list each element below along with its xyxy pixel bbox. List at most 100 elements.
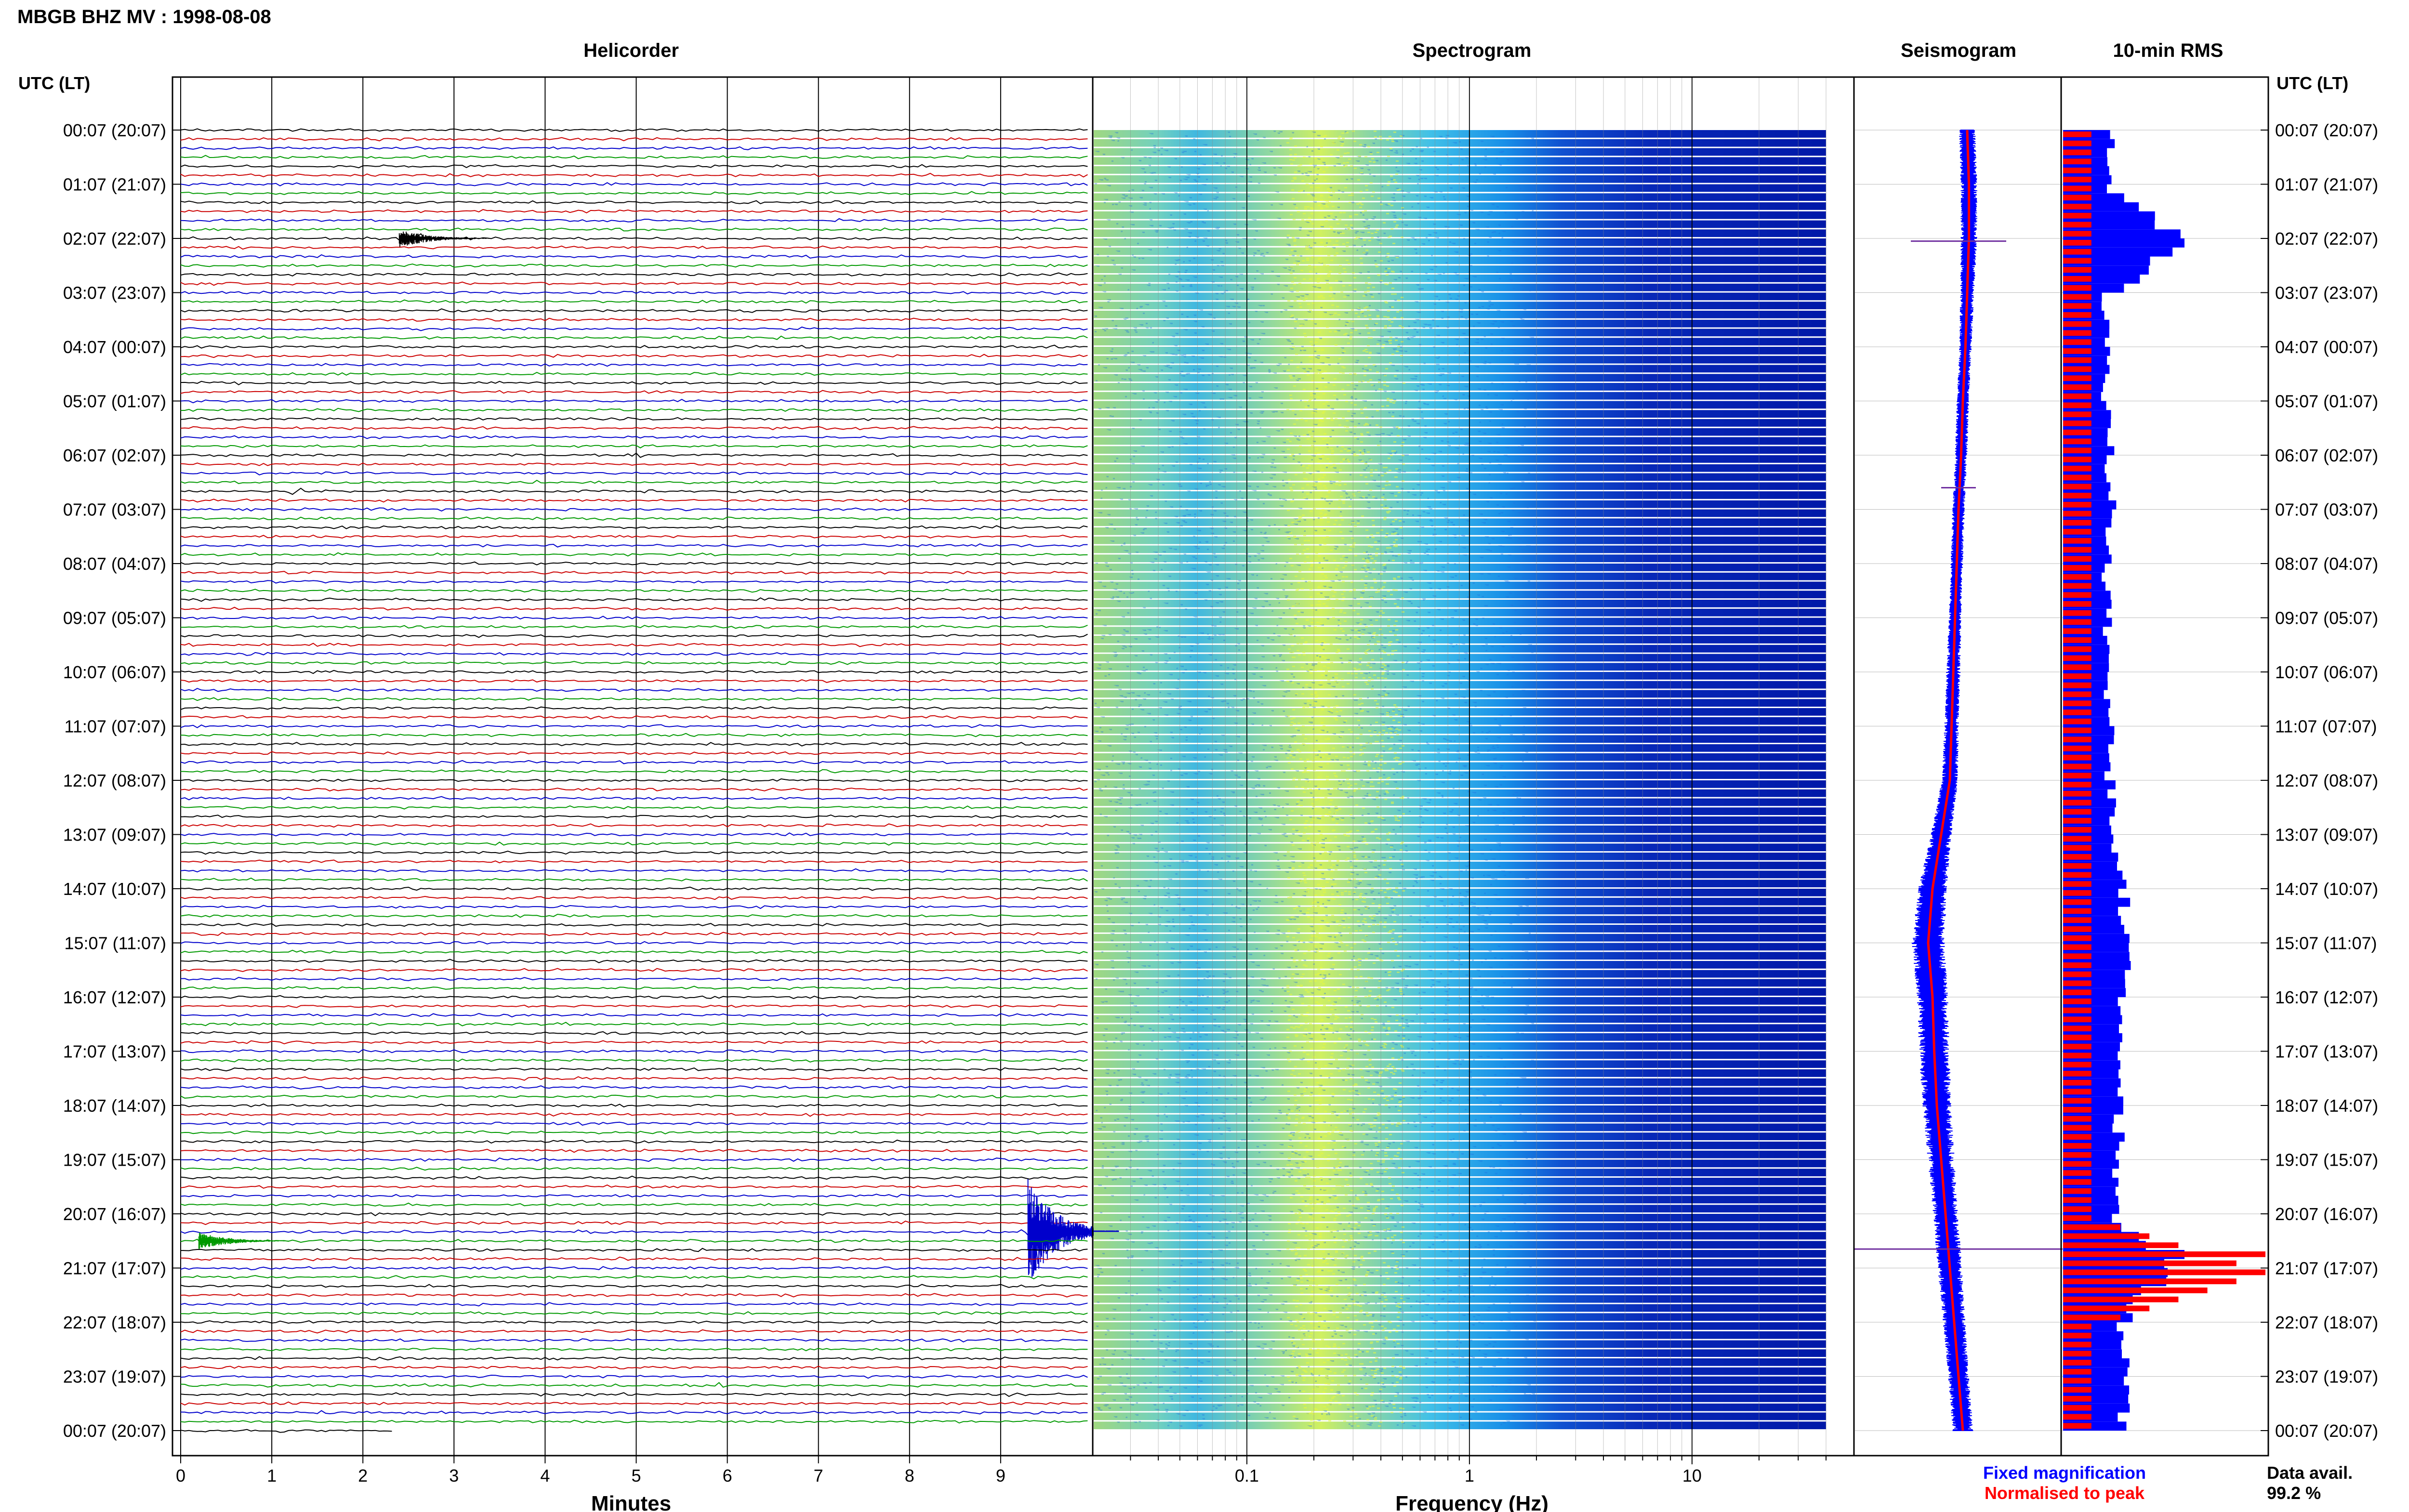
helicorder-trace — [180, 589, 1088, 593]
time-tick-label-left: 13:07 (09:07) — [63, 825, 166, 845]
rms-bar-normalised — [2063, 790, 2091, 797]
helicorder-trace — [180, 1392, 1088, 1397]
spectrogram-row — [1094, 175, 1826, 183]
rms-bar-normalised — [2063, 935, 2091, 941]
helicorder-trace — [181, 1311, 1088, 1315]
helicorder-trace — [180, 1401, 1088, 1406]
helicorder-trace — [180, 146, 1088, 150]
rms-panel — [2062, 130, 2267, 1431]
rms-bar-normalised — [2063, 547, 2091, 553]
time-tick-label-right: 06:07 (02:07) — [2275, 446, 2378, 465]
spectrogram-row — [1094, 193, 1826, 201]
spectrogram-row — [1094, 1178, 1826, 1185]
rms-bar-normalised — [2063, 384, 2091, 390]
rms-bar-normalised — [2063, 1224, 2120, 1230]
helicorder-trace — [180, 1004, 1088, 1008]
spectrogram-row — [1094, 1358, 1826, 1366]
x-axes: 0 1 2 3 4 5 6 7 8 9 0.1 1 10 — [176, 1456, 1827, 1486]
helicorder-trace — [180, 769, 1088, 774]
helicorder-trace — [180, 832, 1088, 837]
spectrogram-row — [1094, 618, 1826, 626]
time-axis-label-right: UTC (LT) — [2277, 73, 2348, 93]
time-tick-label-right: 16:07 (12:07) — [2275, 987, 2378, 1007]
time-tick-label-left: 23:07 (19:07) — [63, 1367, 166, 1387]
spectrogram-row — [1094, 365, 1826, 373]
time-tick-label-left: 21:07 (17:07) — [63, 1259, 166, 1278]
helicorder-trace — [180, 895, 1088, 900]
helicorder-trace — [180, 408, 1088, 412]
rms-bar-normalised — [2063, 438, 2091, 445]
spectrogram-row — [1094, 527, 1826, 535]
helicorder-trace — [180, 1157, 1088, 1162]
spectrogram-row — [1094, 690, 1826, 698]
rms-bar-normalised — [2063, 240, 2091, 246]
spectrogram-row — [1094, 256, 1826, 264]
helicorder-trace — [180, 363, 1088, 367]
helicorder-trace — [180, 733, 1088, 737]
rms-bar-normalised — [2063, 718, 2091, 724]
rms-bar-fixed — [2063, 229, 2181, 239]
helicorder-trace — [180, 1067, 1088, 1072]
rms-bar-normalised — [2063, 908, 2091, 914]
seismogram-title: Seismogram — [1901, 40, 2016, 61]
spectrogram-row — [1094, 554, 1826, 563]
helicorder-trace — [180, 1302, 1088, 1307]
rms-bar-normalised — [2063, 303, 2091, 309]
rms-bar-normalised — [2063, 691, 2091, 697]
rms-bar-normalised — [2063, 1315, 2120, 1321]
helicorder-trace — [180, 1266, 1088, 1271]
rms-bar-normalised — [2063, 1098, 2091, 1104]
time-axis-label-left: UTC (LT) — [18, 73, 90, 93]
rms-bar-normalised — [2063, 393, 2091, 399]
spectrogram-row — [1094, 916, 1826, 924]
rms-bar-normalised — [2063, 1206, 2091, 1212]
helicorder-trace — [180, 796, 1088, 801]
helicorder-trace — [180, 525, 1088, 529]
spectrogram-row — [1094, 762, 1826, 770]
spectrogram-row — [1094, 897, 1826, 906]
helicorder-xtick-label: 1 — [267, 1466, 277, 1486]
rms-bar-normalised — [2063, 592, 2091, 598]
helicorder-trace — [180, 552, 1088, 557]
helicorder-trace — [180, 218, 1088, 223]
spectrogram-row — [1094, 1006, 1826, 1014]
spectrogram-row — [1094, 238, 1826, 246]
rms-bar-normalised — [2063, 628, 2091, 634]
spectrogram-row — [1094, 1376, 1826, 1384]
helicorder-trace — [180, 597, 1088, 602]
spectrogram-row — [1094, 663, 1826, 671]
helicorder-trace — [180, 1366, 1088, 1370]
spectrogram-row — [1094, 148, 1826, 156]
rms-bar-normalised — [2063, 421, 2091, 426]
rms-bar-normalised — [2063, 312, 2091, 318]
rms-bar-normalised — [2063, 484, 2091, 490]
helicorder-trace — [180, 209, 1088, 214]
rms-bar-normalised — [2063, 158, 2091, 165]
spectrogram-row — [1094, 419, 1826, 427]
spectrogram-row — [1094, 410, 1826, 418]
spectrogram-row — [1094, 347, 1826, 355]
time-tick-label-left: 09:07 (05:07) — [63, 608, 166, 628]
rms-bar-normalised — [2063, 204, 2091, 210]
rms-bar-normalised — [2063, 457, 2091, 462]
rms-bar-normalised — [2063, 1269, 2265, 1275]
spectrogram-row — [1094, 1042, 1826, 1050]
spectrogram-row — [1094, 780, 1826, 788]
helicorder-trace — [180, 1212, 1088, 1217]
helicorder-trace — [180, 1256, 1088, 1262]
spectrogram-panel — [1094, 77, 1827, 1456]
helicorder-trace — [180, 417, 1088, 421]
time-tick-label-right: 02:07 (22:07) — [2275, 229, 2378, 249]
spectrogram-row — [1094, 1250, 1826, 1258]
rms-bar-normalised — [2063, 1026, 2091, 1032]
spectrogram-row — [1094, 608, 1826, 617]
helicorder-trace — [180, 344, 1088, 349]
rms-bar-normalised — [2063, 501, 2091, 508]
spectrogram-row — [1094, 1105, 1826, 1113]
rms-bar-normalised — [2063, 899, 2091, 905]
time-tick-label-left: 18:07 (14:07) — [63, 1096, 166, 1116]
spectrogram-row — [1094, 581, 1826, 590]
rms-bar-normalised — [2063, 583, 2091, 589]
spectrogram-row — [1094, 1123, 1826, 1131]
seismogram-normalised-trace — [1927, 130, 1971, 1431]
